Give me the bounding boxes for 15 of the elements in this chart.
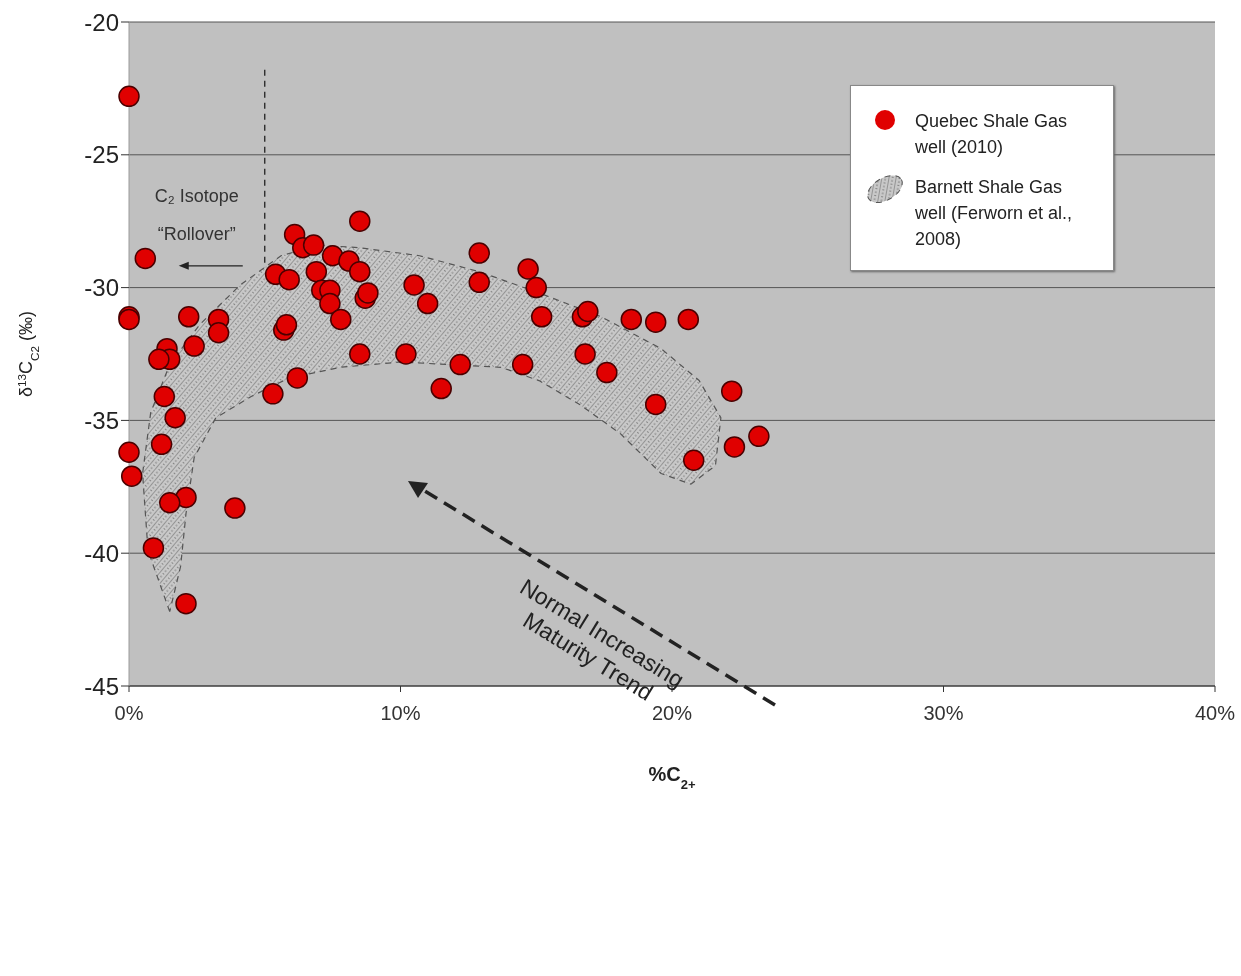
- y-tick-label: -45: [84, 672, 119, 700]
- x-tick-label: 20%: [651, 702, 693, 725]
- x-tick-label: 10%: [380, 702, 421, 725]
- x-tick-label: 0%: [114, 702, 144, 725]
- y-tick-label: -30: [84, 274, 119, 302]
- y-tick-label: -35: [84, 406, 119, 434]
- legend-label: Quebec Shale Gas well (2010): [915, 110, 1069, 159]
- y-tick-label: -25: [84, 141, 119, 169]
- x-axis-title: %C$_{2+}$: [648, 763, 696, 792]
- legend-label: Barnett Shale Gas well (Ferworn et al., 2008): [915, 176, 1074, 251]
- x-tick-label: 30%: [923, 702, 964, 725]
- ref-line-label: C₂ Isotope “Rollover”: [154, 185, 239, 244]
- y-tick-label: -40: [84, 539, 119, 567]
- x-tick-label: 40%: [1194, 702, 1236, 725]
- y-tick-label: -20: [84, 8, 119, 36]
